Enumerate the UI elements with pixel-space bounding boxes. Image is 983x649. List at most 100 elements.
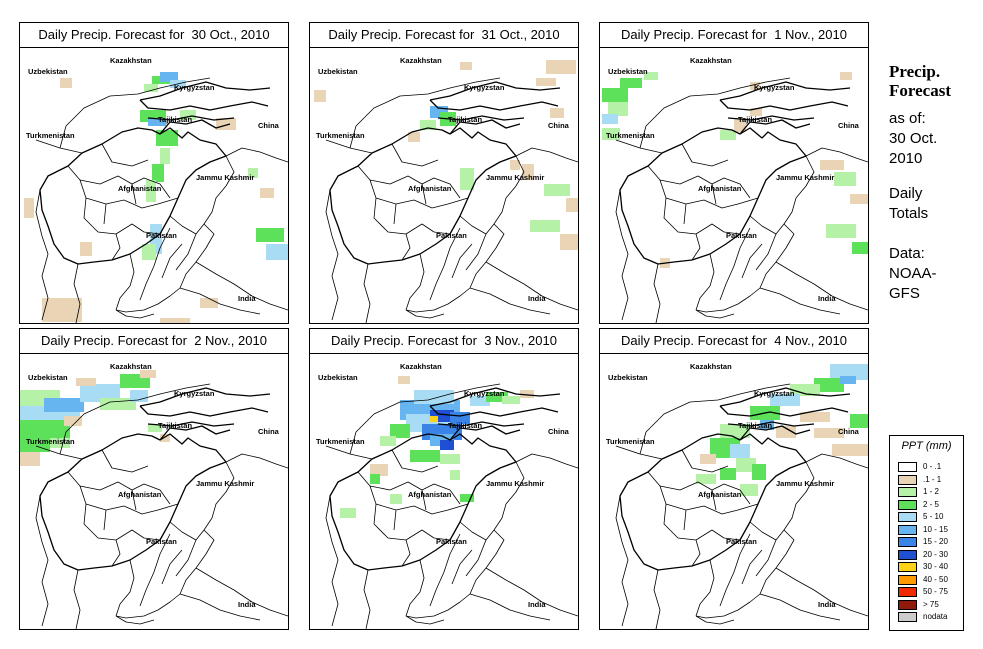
precip-map: Kazakhstan Uzbekistan Kyrgyzstan Tajikistan… — [310, 354, 578, 629]
precip-cell — [20, 452, 40, 466]
precip-cell — [546, 60, 576, 74]
label-india: India — [818, 600, 836, 609]
label-turkmenistan: Turkmenistan — [26, 131, 75, 140]
precip-cell — [80, 242, 92, 256]
label-jammu-kashmir: Jammu Kashmir — [486, 479, 544, 488]
precip-cell — [140, 370, 156, 378]
label-jammu-kashmir: Jammu Kashmir — [776, 479, 834, 488]
daily-totals-label: Daily Totals — [889, 184, 981, 224]
precip-cell — [566, 198, 578, 212]
legend-label: .1 - 1 — [923, 475, 941, 485]
precip-cell — [840, 72, 852, 80]
precip-cell — [76, 378, 96, 386]
label-china: China — [838, 121, 860, 130]
as-of-day: 30 Oct. — [889, 129, 981, 149]
legend-label: 30 - 40 — [923, 562, 948, 572]
precip-cell — [430, 416, 438, 422]
panel-title: Daily Precip. Forecast for 4 Nov., 2010 — [600, 329, 868, 354]
precip-cell — [720, 468, 736, 480]
label-kyrgyzstan: Kyrgyzstan — [174, 83, 215, 92]
precip-cell — [142, 244, 156, 260]
label-tajikistan: Tajikistan — [158, 115, 192, 124]
precip-cell — [380, 436, 396, 446]
label-kazakhstan: Kazakhstan — [400, 362, 442, 371]
boundary-line — [116, 262, 288, 318]
precip-cell — [440, 440, 454, 450]
precip-cell — [390, 494, 402, 504]
label-india: India — [238, 294, 256, 303]
precip-cell — [390, 424, 410, 438]
boundary-line — [406, 262, 578, 318]
boundary-line — [40, 128, 226, 264]
boundary-line — [40, 434, 226, 570]
label-uzbekistan: Uzbekistan — [28, 67, 68, 76]
label-uzbekistan: Uzbekistan — [608, 67, 648, 76]
label-kazakhstan: Kazakhstan — [400, 56, 442, 65]
as-of-year: 2010 — [889, 149, 981, 169]
label-pakistan: Pakistan — [726, 537, 757, 546]
label-kazakhstan: Kazakhstan — [110, 56, 152, 65]
precip-cell — [608, 102, 628, 116]
forecast-panel-31-oct: Daily Precip. Forecast for 31 Oct., 2010… — [309, 22, 579, 324]
precip-cell — [60, 78, 72, 88]
legend-label: 15 - 20 — [923, 537, 948, 547]
label-china: China — [548, 427, 570, 436]
label-jammu-kashmir: Jammu Kashmir — [196, 173, 254, 182]
forecast-panel-4-nov: Daily Precip. Forecast for 4 Nov., 2010 … — [599, 328, 869, 630]
sidebar-title: Precip. Forecast — [889, 62, 981, 100]
precip-cell — [398, 376, 410, 384]
precip-cell — [730, 444, 750, 458]
precip-cell — [826, 224, 856, 238]
boundary-line — [116, 568, 288, 624]
forecast-panel-2-nov: Daily Precip. Forecast for 2 Nov., 2010 … — [19, 328, 289, 630]
map-svg: KazakhstanUzbekistanKyrgyzstanTajikistan… — [310, 48, 578, 323]
precip-field — [20, 370, 170, 466]
daily-line: Daily — [889, 184, 981, 204]
precip-cell — [410, 450, 440, 462]
label-turkmenistan: Turkmenistan — [316, 131, 365, 140]
legend-label: 0 - .1 — [923, 462, 941, 472]
legend-label: 2 - 5 — [923, 500, 939, 510]
label-china: China — [548, 121, 570, 130]
precip-cell — [550, 108, 564, 118]
forecast-panel-1-nov: Daily Precip. Forecast for 1 Nov., 2010 … — [599, 22, 869, 324]
precip-cell — [700, 454, 716, 464]
legend-label: nodata — [923, 612, 947, 622]
label-india: India — [818, 294, 836, 303]
label-jammu-kashmir: Jammu Kashmir — [196, 479, 254, 488]
precip-cell — [530, 220, 560, 232]
boundary-line — [406, 568, 578, 624]
legend-swatch — [898, 462, 917, 472]
precip-cell — [602, 88, 628, 102]
label-kyrgyzstan: Kyrgyzstan — [754, 83, 795, 92]
label-kyrgyzstan: Kyrgyzstan — [464, 83, 505, 92]
precip-cell — [832, 444, 868, 456]
precip-cell — [440, 454, 460, 464]
legend-label: 5 - 10 — [923, 512, 943, 522]
legend-label: > 75 — [923, 600, 939, 610]
legend-swatch — [898, 562, 917, 572]
data-label: Data: — [889, 244, 981, 264]
precip-field — [314, 60, 578, 250]
precip-cell — [260, 188, 274, 198]
legend-swatch — [898, 475, 917, 485]
label-india: India — [238, 600, 256, 609]
precip-cell — [620, 78, 642, 88]
label-afghanistan: Afghanistan — [698, 490, 742, 499]
label-uzbekistan: Uzbekistan — [28, 373, 68, 382]
boundary-line — [620, 128, 806, 264]
precip-map: Kazakhstan Uzbekistan Kyrgyzstan Tajikistan… — [600, 354, 868, 629]
precip-cell — [266, 244, 288, 260]
label-pakistan: Pakistan — [146, 537, 177, 546]
label-kyrgyzstan: Kyrgyzstan — [754, 389, 795, 398]
precip-map: Kazakhstan Uzbekistan Kyrgyzstan Tajikistan… — [20, 354, 288, 629]
label-kazakhstan: Kazakhstan — [110, 362, 152, 371]
legend-title: PPT (mm) — [890, 440, 963, 452]
precip-cell — [152, 164, 164, 182]
panel-title: Daily Precip. Forecast for 2 Nov., 2010 — [20, 329, 288, 354]
panel-title: Daily Precip. Forecast for 1 Nov., 2010 — [600, 23, 868, 48]
precip-field — [24, 72, 288, 323]
precip-cell — [502, 396, 520, 404]
precip-cell — [44, 398, 84, 412]
label-afghanistan: Afghanistan — [698, 184, 742, 193]
